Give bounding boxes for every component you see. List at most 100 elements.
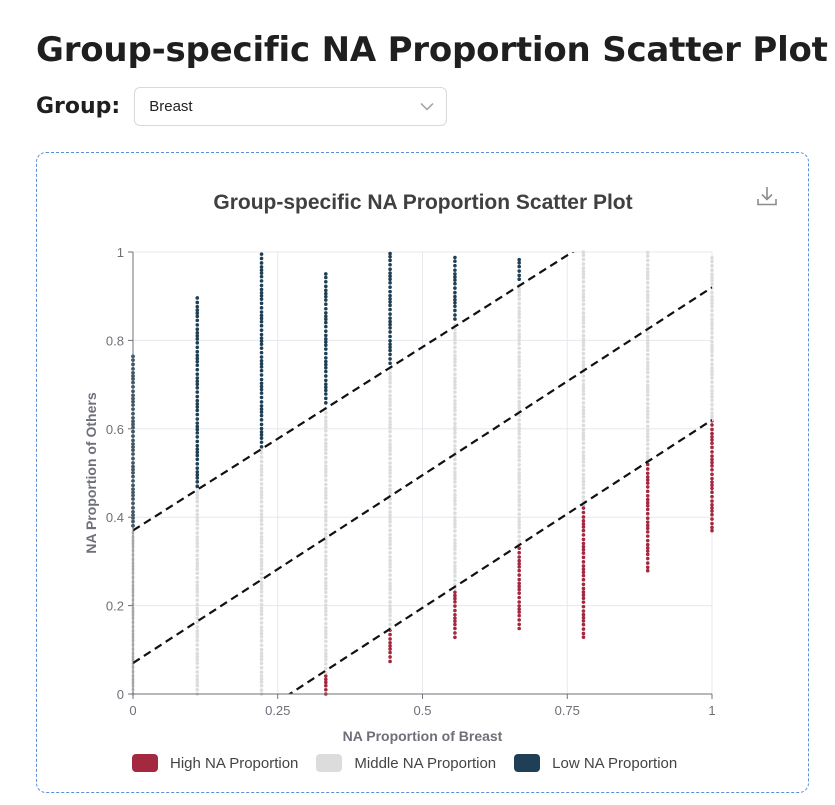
point-1-6-49 [517,358,521,362]
point-1-5-16 [453,525,457,529]
point-1-4-6 [388,604,392,608]
legend-item-low[interactable]: Low NA Proportion [514,754,677,772]
point-1-7-10 [581,463,586,468]
point-1-9-22 [710,335,714,340]
point-1-5-38 [453,444,457,448]
point-2-1-31 [195,367,200,372]
point-0-5-23 [645,481,650,485]
point-2-1-3 [195,473,200,477]
point-0-3-6 [517,604,521,608]
point-2-5-2 [453,308,457,313]
point-0-6-3 [710,517,714,521]
point-1-4-55 [388,419,392,424]
legend-label-high: High NA Proportion [170,754,299,772]
point-1-8-15 [645,402,650,406]
point-0-3-15 [517,568,521,573]
point-0-5-24 [645,478,650,482]
point-1-6-31 [517,426,521,430]
point-1-3-15 [324,612,328,617]
point-1-4-51 [388,434,392,438]
point-1-8-34 [645,330,650,334]
point-2-6-3 [517,264,521,269]
point-2-2-20 [259,368,264,373]
point-1-7-37 [581,363,586,367]
point-1-7-65 [581,257,586,262]
point-1-6-67 [517,289,521,294]
point-1-5-43 [453,425,457,429]
point-1-1-17 [195,629,200,633]
point-1-8-10 [645,419,650,424]
point-1-9-34 [710,290,714,295]
point-1-4-52 [388,429,392,434]
group-select[interactable]: Breast [134,87,448,126]
point-0-3-12 [517,581,521,586]
point-1-1-50 [195,504,200,508]
point-1-4-63 [388,389,392,394]
point-2-3-27 [324,298,328,302]
point-1-5-53 [453,386,457,390]
point-1-4-11 [388,584,392,589]
point-1-7-5 [581,482,586,487]
point-0-6-18 [710,460,714,465]
point-1-6-63 [517,305,521,310]
point-1-2-57 [259,477,264,482]
point-0-3-4 [517,610,521,614]
point-1-3-49 [324,486,328,491]
point-1-4-12 [388,581,392,586]
point-1-5-44 [453,421,457,426]
point-0-4-1 [581,631,586,636]
point-1-5-21 [453,506,457,511]
point-1-2-19 [259,621,264,625]
point-1-5-57 [453,372,457,377]
point-1-3-65 [324,425,328,429]
point-2-4-18 [388,293,392,298]
point-1-4-58 [388,407,392,412]
point-2-1-7 [195,457,200,462]
point-1-2-45 [259,522,264,527]
point-2-2-7 [259,418,264,422]
point-1-8-22 [645,375,650,379]
point-1-1-30 [195,580,200,584]
point-2-2-49 [259,261,264,265]
chevron-down-icon [420,102,434,111]
point-2-1-30 [195,372,200,376]
point-2-2-5 [259,426,264,431]
legend-item-high[interactable]: High NA Proportion [132,754,298,772]
point-1-5-67 [453,334,457,339]
point-1-1-13 [195,643,200,647]
point-1-3-7 [324,644,328,648]
point-1-3-6 [324,648,328,652]
point-1-2-10 [259,654,264,659]
point-1-7-18 [581,434,586,438]
point-1-7-45 [581,333,586,338]
point-1-6-7 [517,516,521,521]
point-2-1-28 [195,379,200,384]
point-0-6-23 [710,441,714,446]
point-1-3-25 [324,576,328,581]
point-1-3-22 [324,586,328,591]
point-2-5-11 [453,275,457,279]
point-0-2-8 [453,604,457,608]
point-2-2-29 [259,336,264,340]
point-1-4-4 [388,610,392,614]
point-1-4-38 [388,483,392,488]
point-1-6-48 [517,361,521,365]
point-2-1-49 [195,300,200,305]
point-1-2-17 [259,628,264,633]
point-1-8-51 [645,267,650,271]
point-1-7-61 [581,272,586,277]
point-1-8-54 [645,254,650,258]
point-2-2-40 [259,293,264,298]
point-0-3-19 [517,555,521,559]
point-1-2-30 [259,580,264,584]
point-0-6-4 [710,512,714,517]
point-1-7-48 [581,321,586,325]
point-1-6-15 [517,485,521,490]
point-2-3-15 [324,343,328,347]
download-icon[interactable] [755,184,779,208]
page-title: Group-specific NA Proportion Scatter Plo… [36,30,835,70]
point-1-1-3 [195,680,200,685]
point-1-9-29 [710,308,714,313]
point-1-2-48 [259,512,264,517]
legend-item-middle[interactable]: Middle NA Proportion [316,754,496,772]
